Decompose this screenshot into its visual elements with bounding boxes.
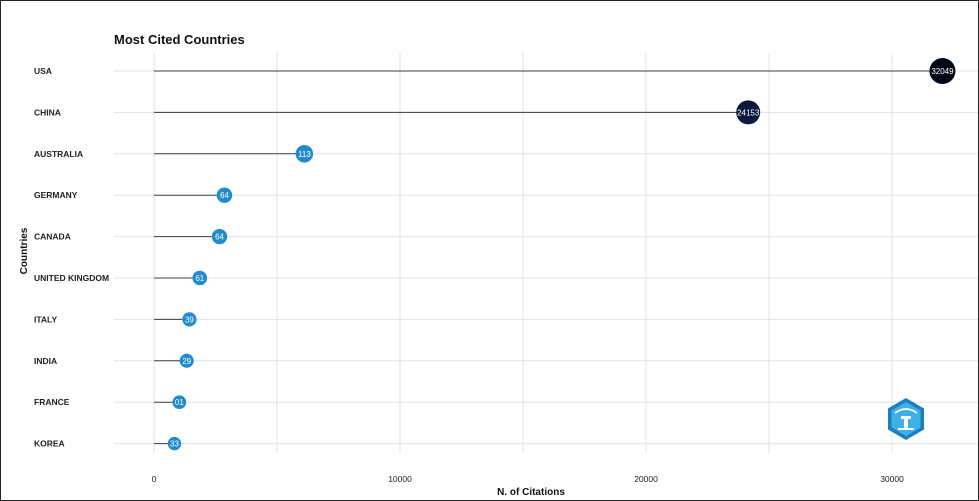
category-label-france: FRANCE: [34, 397, 70, 407]
data-label-united-kingdom: 61: [195, 274, 204, 283]
category-label-india: INDIA: [34, 356, 57, 366]
point-china: [736, 100, 761, 125]
point-canada: [211, 228, 228, 245]
data-label-canada: 64: [215, 233, 224, 242]
x-axis-title: N. of Citations: [497, 487, 565, 498]
bibliometrix-logo-icon: [888, 398, 924, 440]
chart-title: Most Cited Countries: [114, 32, 245, 47]
x-tick-label: 10000: [388, 474, 412, 484]
grid-layer: [114, 53, 978, 453]
category-label-germany: GERMANY: [34, 190, 78, 200]
category-label-australia: AUSTRALIA: [34, 149, 83, 159]
data-label-india: 29: [182, 357, 191, 366]
point-layer: [167, 58, 956, 451]
x-tick-label: 20000: [634, 474, 658, 484]
data-label-france: 01: [175, 398, 184, 407]
category-label-canada: CANADA: [34, 232, 71, 242]
point-italy: [182, 312, 197, 327]
category-label-china: CHINA: [34, 107, 61, 117]
data-label-italy: 39: [185, 315, 194, 324]
data-label-germany: 64: [220, 191, 229, 200]
category-label-usa: USA: [34, 66, 52, 76]
data-label-usa: 32049: [931, 67, 954, 76]
category-label-united-kingdom: UNITED KINGDOM: [34, 273, 109, 283]
x-tick-label: 0: [152, 474, 157, 484]
x-tick-label: 30000: [880, 474, 904, 484]
point-france: [172, 395, 187, 410]
point-germany: [216, 187, 233, 203]
y-axis-title: Countries: [19, 227, 30, 274]
label-layer: 0 10000 20000 30000 USA 32049 CHINA 24153 AUSTRA…: [34, 66, 954, 484]
data-label-australia: 113: [298, 150, 311, 159]
data-label-korea: 33: [170, 440, 179, 449]
point-australia: [295, 145, 314, 163]
point-korea: [167, 436, 182, 451]
point-usa: [929, 58, 956, 84]
stem-layer: [154, 70, 943, 445]
data-label-china: 24153: [737, 108, 760, 117]
point-united-kingdom: [192, 270, 208, 286]
point-india: [179, 353, 194, 368]
category-label-korea: KOREA: [34, 439, 65, 449]
category-label-italy: ITALY: [34, 314, 57, 324]
